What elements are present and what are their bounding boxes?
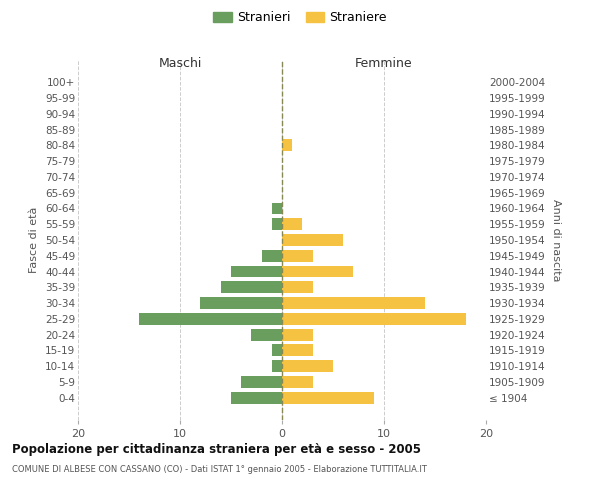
Bar (282, 297, 425, 309)
Bar (282, 376, 313, 388)
Bar (262, 250, 282, 262)
Bar (221, 282, 282, 293)
Bar (139, 313, 282, 325)
Legend: Stranieri, Straniere: Stranieri, Straniere (213, 11, 387, 24)
Bar (282, 392, 374, 404)
Bar (282, 250, 313, 262)
Bar (272, 360, 282, 372)
Y-axis label: Anni di nascita: Anni di nascita (551, 198, 561, 281)
Text: COMUNE DI ALBESE CON CASSANO (CO) - Dati ISTAT 1° gennaio 2005 - Elaborazione TU: COMUNE DI ALBESE CON CASSANO (CO) - Dati… (12, 465, 427, 474)
Bar (282, 266, 353, 278)
Bar (282, 282, 313, 293)
Bar (241, 376, 282, 388)
Bar (251, 328, 282, 340)
Text: Popolazione per cittadinanza straniera per età e sesso - 2005: Popolazione per cittadinanza straniera p… (12, 442, 421, 456)
Bar (282, 328, 313, 340)
Bar (272, 218, 282, 230)
Y-axis label: Fasce di età: Fasce di età (29, 207, 40, 273)
Text: Maschi: Maschi (158, 56, 202, 70)
Bar (282, 360, 333, 372)
Text: Femmine: Femmine (355, 56, 413, 70)
Bar (231, 392, 282, 404)
Bar (282, 344, 313, 356)
Bar (282, 218, 302, 230)
Bar (282, 140, 292, 151)
Bar (272, 202, 282, 214)
Bar (282, 313, 466, 325)
Bar (282, 234, 343, 246)
Bar (272, 344, 282, 356)
Bar (200, 297, 282, 309)
Bar (231, 266, 282, 278)
